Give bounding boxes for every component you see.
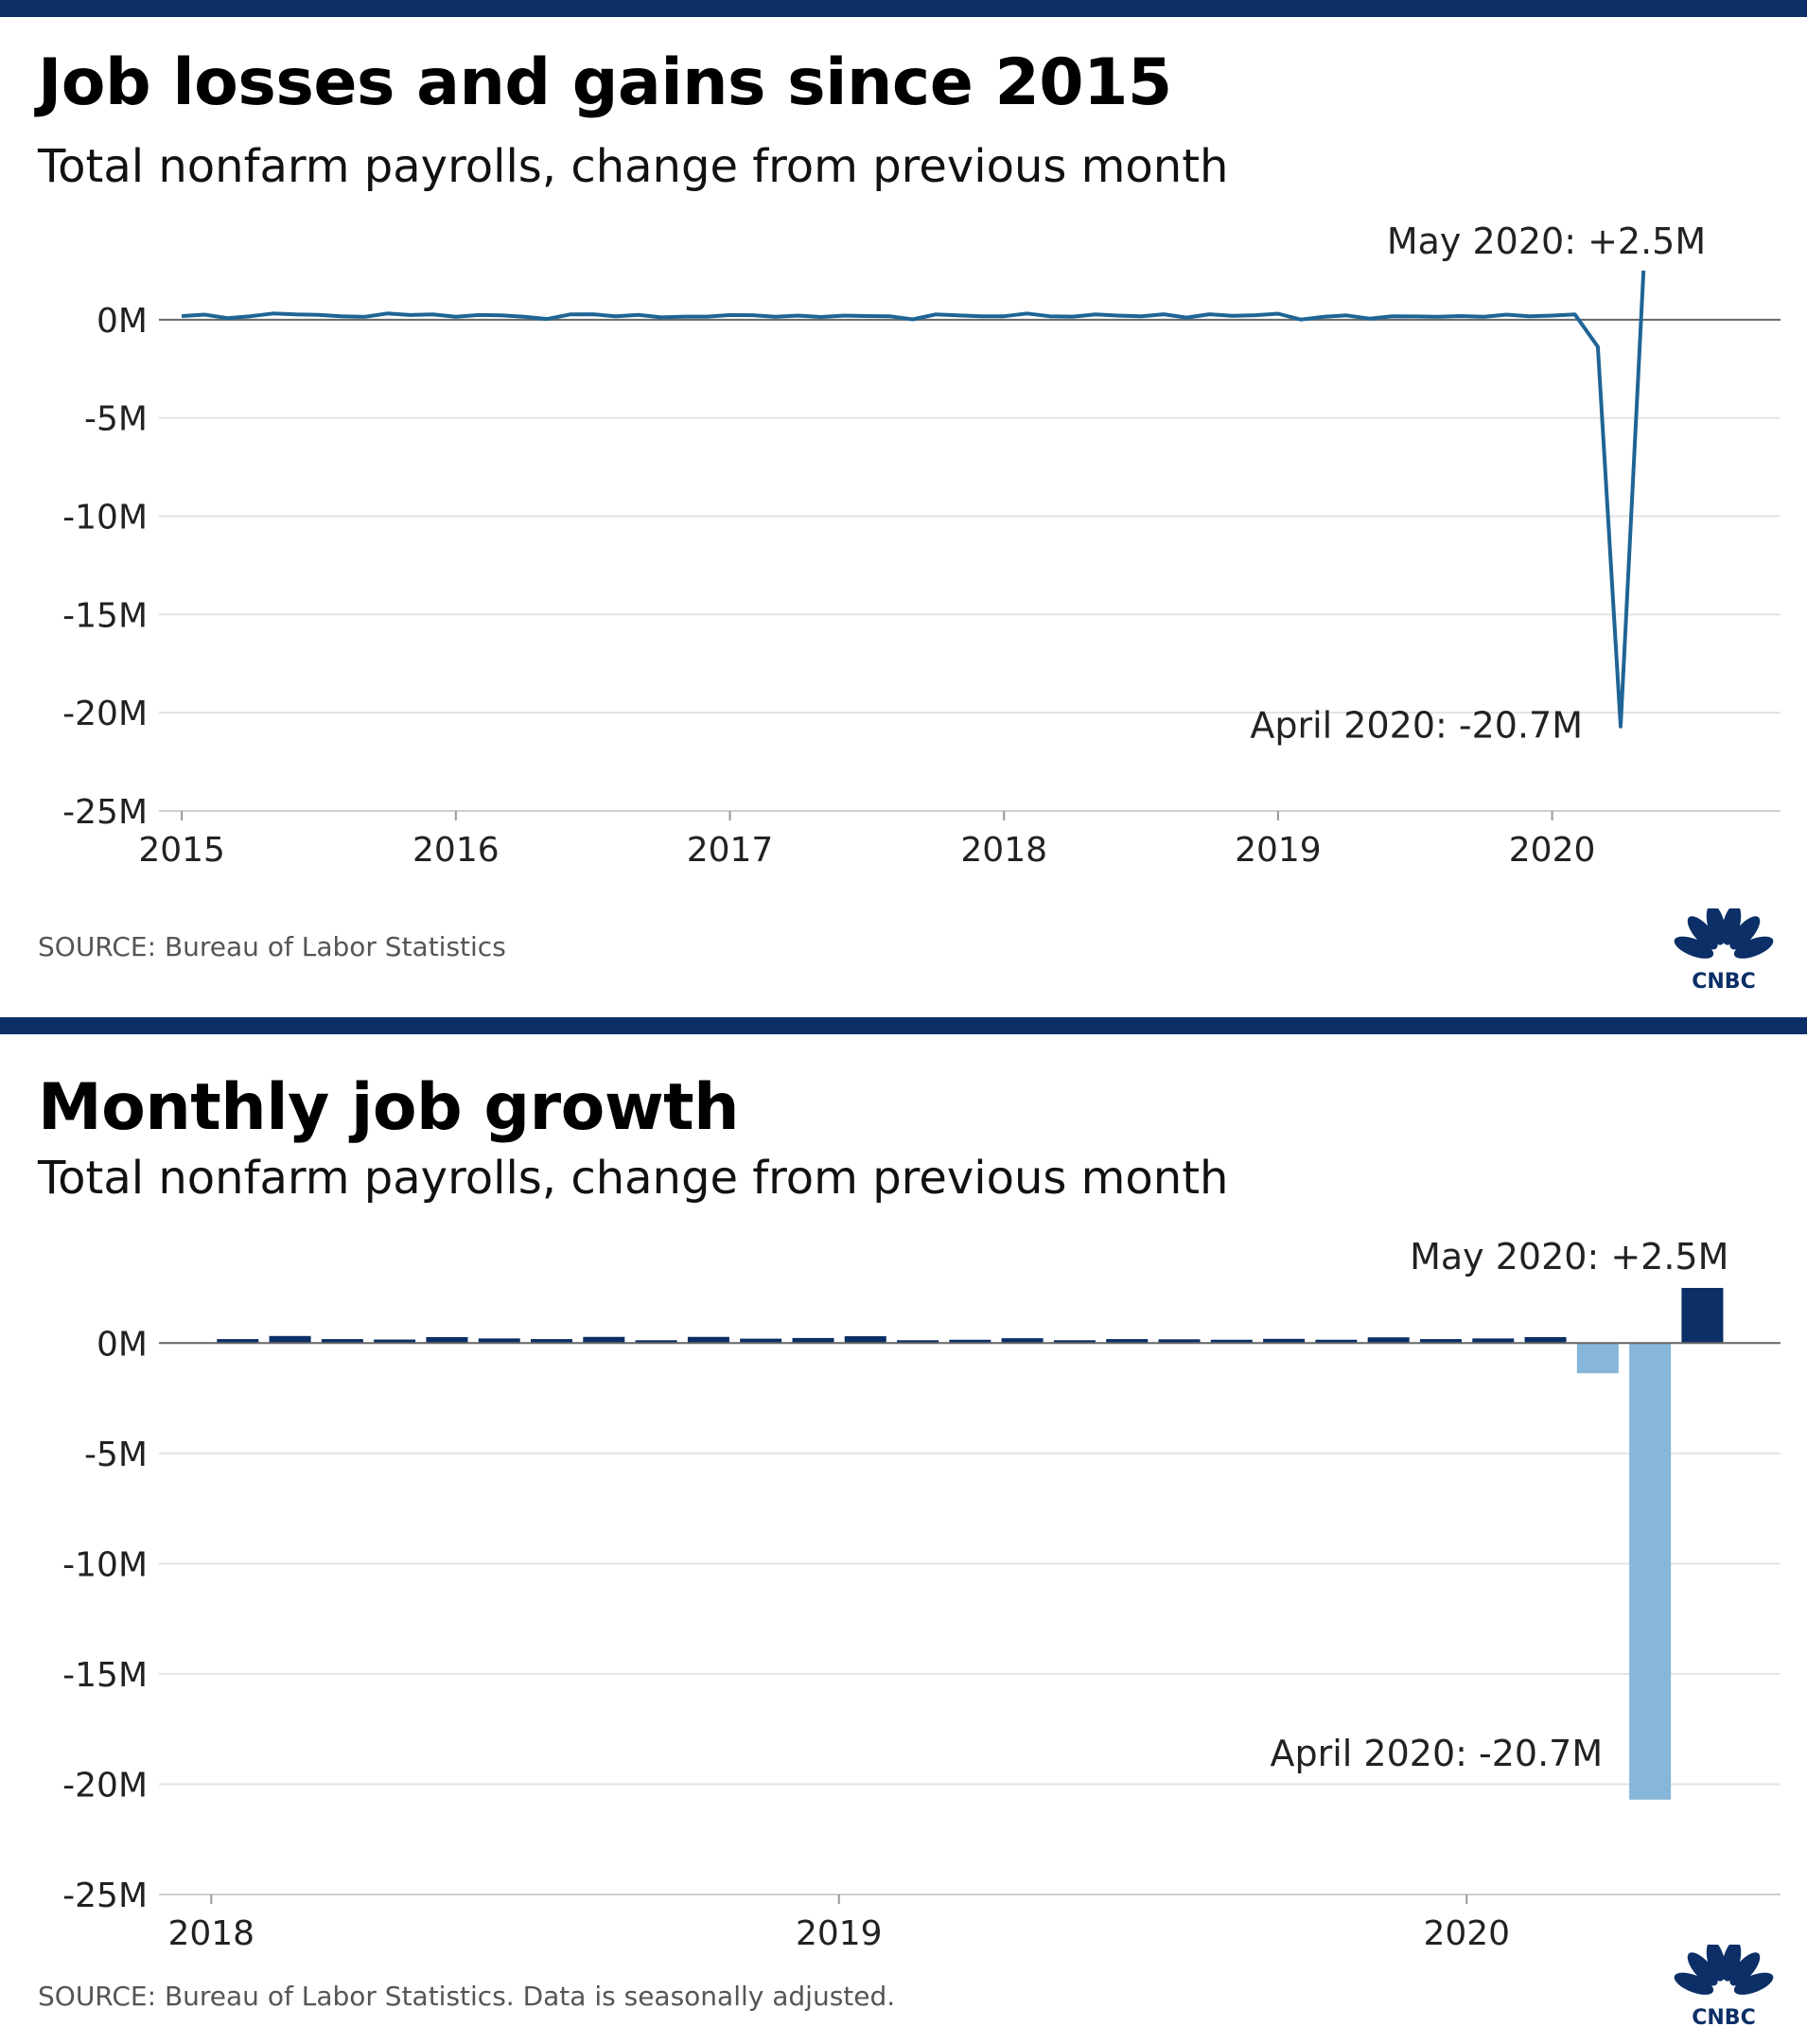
y-tick-label: -5M <box>84 1436 148 1474</box>
annotation-april-2020: April 2020: -20.7M <box>1270 1733 1603 1774</box>
y-tick-label: 0M <box>96 302 148 341</box>
annotation-may-2020: May 2020: +2.5M <box>1410 1236 1728 1278</box>
y-tick-label: -25M <box>62 793 148 832</box>
bar <box>1472 1338 1515 1344</box>
bar <box>1367 1337 1410 1344</box>
bar <box>792 1337 834 1344</box>
x-tick-label: 2020 <box>1509 831 1596 870</box>
top-color-band <box>0 1017 1807 1034</box>
peacock-feather <box>1706 1945 1727 1982</box>
bar <box>635 1340 677 1344</box>
bar <box>1158 1339 1201 1344</box>
bar <box>1629 1343 1672 1800</box>
logo-wordmark: CNBC <box>1692 2006 1755 2028</box>
peacock-icon: CNBC <box>1674 1945 1774 2028</box>
bar <box>478 1338 520 1344</box>
y-tick-label: -25M <box>62 1877 148 1915</box>
bar-chart: 0M -5M -10M -15M -20M -25M 2018 2019 2020 May 202… <box>62 1236 1781 1953</box>
x-tick-label: 2020 <box>1423 1914 1510 1953</box>
x-tick-label: 2019 <box>796 1914 883 1953</box>
peacock-feather <box>1674 936 1714 959</box>
bar <box>374 1339 416 1344</box>
bar <box>426 1336 468 1344</box>
peacock-body <box>1718 1986 1729 2001</box>
peacock-feather <box>1729 916 1761 950</box>
bar <box>1681 1288 1724 1344</box>
y-tick-label: -20M <box>62 1766 148 1805</box>
bar <box>949 1339 991 1344</box>
y-tick-label: 0M <box>96 1325 148 1364</box>
chart-panel-line: Job losses and gains since 2015 Total no… <box>0 0 1807 1017</box>
bar <box>844 1336 886 1344</box>
y-tick-label: -10M <box>62 1545 148 1584</box>
y-tick-label: -15M <box>62 596 148 635</box>
bar <box>897 1340 939 1344</box>
peacock-feather <box>1733 1972 1774 1995</box>
bar <box>1419 1339 1462 1344</box>
annotation-april-2020: April 2020: -20.7M <box>1250 705 1583 747</box>
y-tick-label: -5M <box>84 400 148 439</box>
bar <box>1315 1339 1358 1344</box>
bar <box>1106 1339 1149 1344</box>
x-tick-label: 2019 <box>1235 831 1322 870</box>
source-note: SOURCE: Bureau of Labor Statistics <box>38 931 506 962</box>
peacock-icon: CNBC <box>1674 908 1774 992</box>
y-tick-label: -15M <box>62 1656 148 1695</box>
x-tick-label: 2018 <box>167 1914 254 1953</box>
source-note: SOURCE: Bureau of Labor Statistics. Data… <box>38 1981 896 2012</box>
y-tick-label: -10M <box>62 499 148 537</box>
bar <box>583 1336 625 1344</box>
chart-title: Monthly job growth <box>38 1070 740 1145</box>
bar <box>1053 1340 1096 1344</box>
bar <box>321 1339 363 1344</box>
x-tick-label: 2015 <box>138 831 225 870</box>
peacock-feather <box>1674 1972 1714 1995</box>
annotation-may-2020: May 2020: +2.5M <box>1387 220 1706 262</box>
series-line <box>181 270 1646 729</box>
peacock-feather <box>1706 908 1727 945</box>
bar <box>1001 1338 1044 1344</box>
x-tick-label: 2018 <box>960 831 1047 870</box>
chart-subtitle: Total nonfarm payrolls, change from prev… <box>38 140 1229 193</box>
bar <box>1263 1338 1306 1344</box>
peacock-feather <box>1733 936 1774 959</box>
bar <box>531 1339 573 1344</box>
chart-subtitle: Total nonfarm payrolls, change from prev… <box>38 1152 1229 1205</box>
bar <box>687 1336 729 1344</box>
bar <box>1210 1339 1253 1344</box>
x-tick-label: 2016 <box>412 831 500 870</box>
peacock-feather <box>1687 916 1718 950</box>
chart-panel-bar: Monthly job growth Total nonfarm payroll… <box>0 1017 1807 2044</box>
bar <box>269 1335 311 1344</box>
y-tick-label: -20M <box>62 695 148 733</box>
bar <box>740 1338 782 1344</box>
x-tick-label: 2017 <box>687 831 774 870</box>
peacock-feather <box>1729 1952 1761 1986</box>
peacock-body <box>1718 950 1729 965</box>
bar <box>1524 1336 1567 1344</box>
bar <box>217 1339 259 1344</box>
chart-title: Job losses and gains since 2015 <box>38 45 1172 120</box>
logo-wordmark: CNBC <box>1692 970 1755 992</box>
top-color-band <box>0 0 1807 17</box>
peacock-feather <box>1687 1952 1718 1986</box>
bar <box>1576 1343 1619 1374</box>
